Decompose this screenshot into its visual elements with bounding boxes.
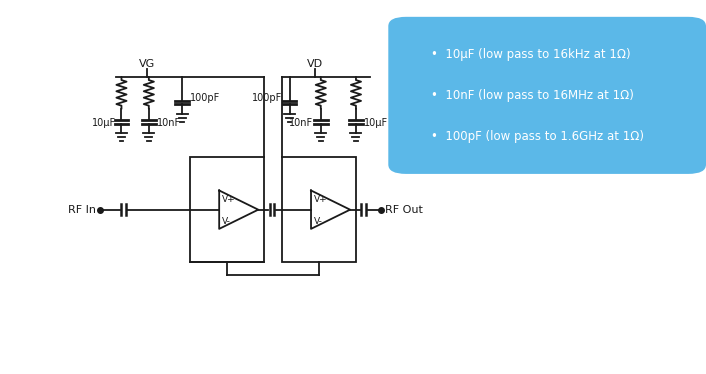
Text: 100pF: 100pF: [251, 93, 282, 103]
Text: V+: V+: [313, 195, 328, 204]
Text: •  10μF (low pass to 16kHz at 1Ω): • 10μF (low pass to 16kHz at 1Ω): [431, 48, 630, 61]
Text: •  10nF (low pass to 16MHz at 1Ω): • 10nF (low pass to 16MHz at 1Ω): [431, 89, 633, 102]
Text: •  100pF (low pass to 1.6GHz at 1Ω): • 100pF (low pass to 1.6GHz at 1Ω): [431, 130, 644, 143]
Text: VG: VG: [139, 59, 155, 69]
Text: V-: V-: [313, 217, 323, 226]
Text: 100pF: 100pF: [190, 93, 220, 103]
Text: V+: V+: [222, 195, 236, 204]
Text: 10nF: 10nF: [157, 118, 181, 128]
Text: V-: V-: [222, 217, 231, 226]
Text: RF In: RF In: [68, 205, 96, 215]
Text: 10μF: 10μF: [364, 118, 388, 128]
Text: VD: VD: [307, 59, 323, 69]
Text: 10nF: 10nF: [289, 118, 313, 128]
Text: 10μF: 10μF: [92, 118, 116, 128]
Text: RF Out: RF Out: [385, 205, 423, 215]
